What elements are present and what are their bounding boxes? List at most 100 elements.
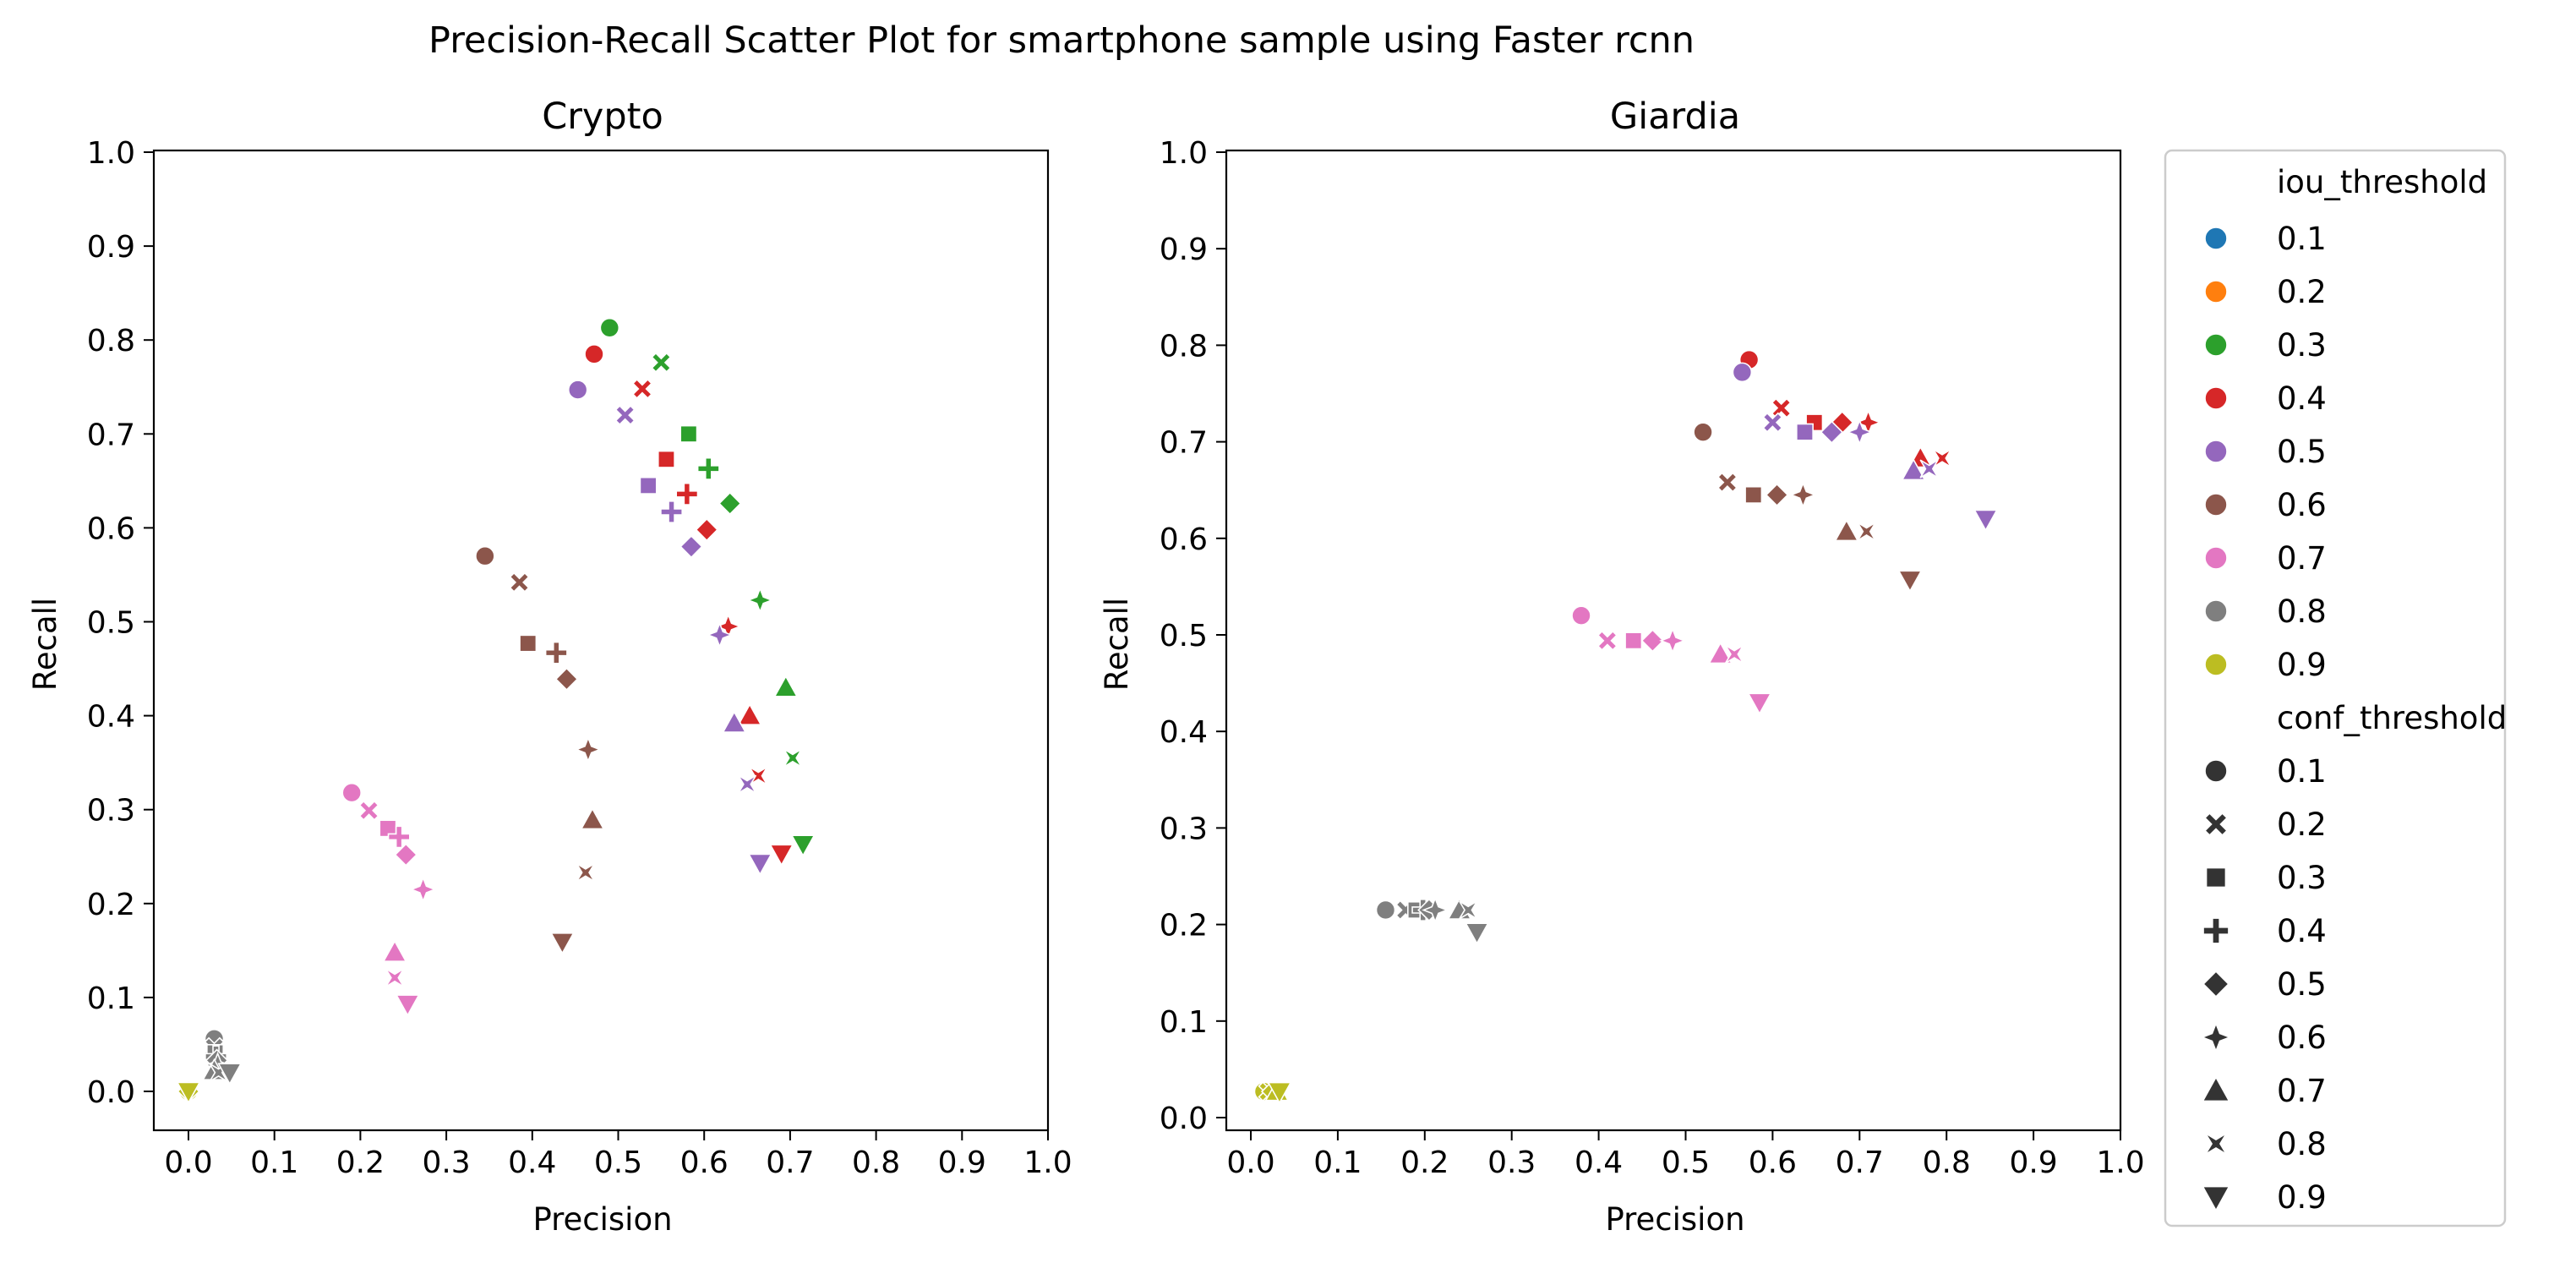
crypto-point-iou-0.7-conf-0.9 [395, 994, 420, 1017]
giardia-point-iou-0.7-conf-0.7 [1708, 641, 1733, 664]
giardia-point-iou-0.8-conf-0.8 [1459, 900, 1478, 920]
crypto-point-iou-0.4-conf-0.9 [769, 844, 794, 867]
crypto-point-iou-0.7-conf-0.7 [382, 939, 407, 962]
giardia-y-tick-label: 0.5 [1160, 619, 1208, 653]
legend-conf-0.2-marker [2203, 812, 2229, 837]
giardia-x-tick-label: 0.5 [1662, 1145, 1710, 1180]
crypto-axes-frame [152, 149, 1050, 1132]
legend-iou-0.8-label: 0.8 [2277, 593, 2327, 630]
crypto-point-iou-0.4-conf-0.5 [695, 517, 719, 542]
giardia-y-tick-label: 0.8 [1160, 329, 1208, 364]
crypto-point-iou-0.7-conf-0.6 [409, 876, 437, 904]
crypto-point-iou-0.6-conf-0.7 [580, 807, 605, 830]
giardia-point-iou-0.7-conf-0.2 [1596, 630, 1618, 651]
giardia-point-iou-0.5-conf-0.2 [1762, 412, 1783, 433]
crypto-y-tick-label: 0.3 [87, 794, 135, 828]
crypto-point-iou-0.3-conf-0.6 [746, 586, 774, 614]
giardia-y-tick-label: 0.6 [1160, 522, 1208, 557]
legend-conf-0.8-marker [2204, 1132, 2228, 1156]
legend-conf-0.7-label: 0.7 [2277, 1073, 2327, 1109]
legend-iou-0.8-swatch [2204, 599, 2228, 623]
giardia-x-tick-label: 0.9 [2009, 1145, 2057, 1180]
crypto-y-axis-label: Recall [27, 598, 63, 691]
giardia-y-tick-label: 0.1 [1160, 1005, 1208, 1040]
crypto-point-iou-0.3-conf-0.8 [783, 748, 803, 768]
crypto-point-iou-0.4-conf-0.4 [675, 482, 699, 506]
crypto-point-iou-0.5-conf-0.8 [737, 774, 757, 794]
crypto-point-iou-0.6-conf-0.1 [475, 545, 495, 566]
legend-frame [2164, 149, 2507, 1227]
legend: iou_threshold 0.1 0.2 0.3 0.4 0.5 0.6 0.7 0.8 0.… [2164, 149, 2507, 1227]
giardia-point-iou-0.5-conf-0.6 [1846, 418, 1874, 446]
giardia-axes-frame [1225, 149, 2122, 1132]
legend-iou-0.5-label: 0.5 [2277, 434, 2327, 470]
crypto-y-tick-label: 0.9 [87, 230, 135, 265]
crypto-point-iou-0.6-conf-0.2 [509, 571, 530, 593]
crypto-point-iou-0.3-conf-0.9 [790, 834, 816, 857]
crypto-point-iou-0.5-conf-0.1 [567, 380, 588, 400]
crypto-x-tick-label: 0.0 [164, 1145, 212, 1180]
legend-iou-0.6-swatch [2204, 493, 2228, 517]
crypto-x-tick-label: 0.4 [508, 1145, 556, 1180]
legend-conf-0.6-label: 0.6 [2277, 1020, 2327, 1056]
crypto-x-tick-label: 0.2 [336, 1145, 385, 1180]
crypto-panel-title: Crypto [542, 96, 663, 138]
legend-iou-0.2-swatch [2204, 280, 2228, 303]
giardia-point-iou-0.9-conf-0.9 [1267, 1081, 1292, 1105]
legend-conf-0.9-marker [2202, 1185, 2230, 1212]
crypto-y-tick-label: 0.8 [87, 324, 135, 358]
crypto-x-tick-label: 0.5 [594, 1145, 642, 1180]
crypto-point-iou-0.3-conf-0.7 [773, 675, 799, 697]
giardia-point-iou-0.5-conf-0.1 [1732, 362, 1753, 383]
giardia-y-tick-label: 0.0 [1160, 1102, 1208, 1136]
giardia-point-iou-0.5-conf-0.9 [1973, 509, 1999, 532]
legend-iou-0.2-label: 0.2 [2277, 274, 2327, 310]
giardia-point-iou-0.7-conf-0.1 [1571, 605, 1591, 626]
legend-hue-title: iou_threshold [2277, 164, 2487, 200]
crypto-point-iou-0.8-conf-0.9 [217, 1063, 243, 1085]
legend-iou-0.9-label: 0.9 [2277, 647, 2327, 683]
giardia-y-axis-label: Recall [1099, 598, 1135, 691]
giardia-point-iou-0.6-conf-0.2 [1716, 472, 1738, 493]
legend-conf-0.5-label: 0.5 [2277, 966, 2327, 1003]
crypto-y-tick-label: 0.4 [87, 700, 135, 735]
giardia-point-iou-0.6-conf-0.1 [1693, 422, 1713, 442]
giardia-y-tick-label: 1.0 [1160, 136, 1208, 171]
crypto-y-tick-label: 0.5 [87, 606, 135, 641]
crypto-point-iou-0.6-conf-0.6 [574, 735, 602, 763]
crypto-point-iou-0.3-conf-0.4 [696, 457, 720, 480]
giardia-x-tick-label: 0.1 [1313, 1145, 1362, 1180]
giardia-y-tick-label: 0.2 [1160, 909, 1208, 943]
crypto-point-iou-0.7-conf-0.5 [394, 843, 418, 867]
giardia-point-iou-0.5-conf-0.8 [1919, 459, 1939, 478]
giardia-point-iou-0.7-conf-0.9 [1747, 692, 1772, 715]
giardia-x-axis-label: Precision [1605, 1201, 1744, 1238]
giardia-point-iou-0.6-conf-0.3 [1744, 485, 1763, 504]
giardia-point-iou-0.5-conf-0.5 [1820, 420, 1844, 444]
giardia-x-tick-label: 0.0 [1226, 1145, 1274, 1180]
crypto-point-iou-0.5-conf-0.2 [614, 404, 636, 426]
legend-iou-0.4-swatch [2204, 386, 2228, 410]
giardia-point-iou-0.4-conf-0.2 [1771, 397, 1792, 418]
giardia-y-tick-label: 0.7 [1160, 426, 1208, 461]
giardia-x-tick-label: 0.4 [1575, 1145, 1623, 1180]
legend-conf-0.4-marker [2202, 917, 2229, 944]
crypto-x-tick-label: 0.3 [422, 1145, 470, 1180]
legend-conf-0.9-label: 0.9 [2277, 1179, 2327, 1216]
legend-iou-0.5-swatch [2204, 440, 2228, 463]
giardia-x-tick-label: 0.7 [1836, 1145, 1884, 1180]
legend-conf-0.7-marker [2202, 1075, 2230, 1102]
giardia-panel-title: Giardia [1610, 96, 1740, 138]
crypto-point-iou-0.7-conf-0.1 [341, 782, 363, 803]
giardia-x-tick-label: 0.3 [1487, 1145, 1536, 1180]
legend-conf-0.6-marker [2200, 1021, 2232, 1053]
crypto-x-axis-label: Precision [532, 1201, 672, 1238]
figure-title: Precision-Recall Scatter Plot for smartp… [428, 19, 1695, 62]
crypto-y-tick-label: 0.6 [87, 511, 135, 546]
legend-iou-0.6-label: 0.6 [2277, 487, 2327, 523]
giardia-point-iou-0.6-conf-0.6 [1789, 481, 1817, 509]
crypto-point-iou-0.3-conf-0.1 [599, 317, 620, 338]
crypto-x-tick-label: 0.7 [766, 1145, 814, 1180]
giardia-point-iou-0.6-conf-0.5 [1765, 483, 1789, 507]
